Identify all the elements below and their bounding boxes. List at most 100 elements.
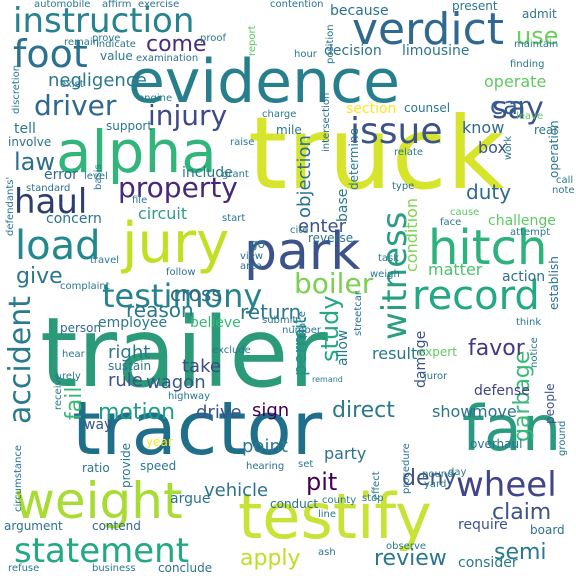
word-testimony: testimony: [102, 277, 263, 315]
word-fail: fail: [62, 386, 87, 420]
word-know: know: [462, 118, 505, 137]
word-give: give: [16, 264, 63, 289]
word-rely: rely: [62, 371, 81, 382]
word-go: go: [250, 237, 265, 251]
word-condition: condition: [402, 198, 421, 272]
word-contention: contention: [270, 0, 324, 10]
word-law: law: [14, 148, 56, 176]
word-intersection: intersection: [321, 92, 332, 152]
word-support: support: [106, 119, 153, 133]
word-park: park: [244, 222, 361, 282]
word-stop: stop: [362, 493, 384, 504]
word-box: box: [478, 138, 507, 157]
word-review: review: [374, 546, 447, 571]
word-observe: observe: [386, 541, 427, 552]
word-weight: weight: [14, 472, 183, 530]
word-weigh: weigh: [370, 269, 400, 280]
word-move: move: [472, 402, 517, 421]
word-grant: grant: [222, 169, 249, 180]
word-yard: yard: [424, 479, 447, 490]
word-reason: reason: [126, 298, 194, 322]
word-evidence: evidence: [128, 47, 401, 117]
word-highway: highway: [168, 391, 211, 402]
word-juror: juror: [424, 371, 448, 382]
word-people: people: [543, 383, 557, 424]
word-claim: claim: [492, 500, 552, 525]
word-base: base: [335, 188, 351, 222]
word-party: party: [324, 444, 367, 463]
word-issue: issue: [350, 111, 443, 152]
word-sign: sign: [252, 400, 290, 421]
word-counsel: counsel: [404, 101, 451, 115]
word-objection: objection: [294, 135, 315, 218]
word-hitch: hitch: [428, 220, 548, 276]
word-establish: establish: [547, 256, 561, 310]
word-speed: speed: [140, 459, 177, 473]
word-limousine: limousine: [402, 43, 470, 59]
word-motion: motion: [98, 400, 176, 425]
word-truck: truck: [248, 95, 505, 212]
word-include: include: [182, 165, 233, 181]
word-type: type: [392, 181, 415, 192]
word-accident: accident: [3, 296, 38, 424]
word-circumstance: circumstance: [13, 445, 24, 512]
word-pit: pit: [306, 468, 338, 496]
word-raise: raise: [230, 137, 255, 148]
word-provide: provide: [119, 442, 133, 488]
word-position: position: [325, 24, 336, 64]
word-use: use: [516, 22, 559, 50]
word-submit: submit: [262, 315, 297, 326]
word-standard: standard: [26, 183, 71, 194]
word-ground: ground: [557, 420, 568, 456]
word-rear: rear: [534, 123, 559, 137]
word-negligence: negligence: [48, 70, 147, 91]
word-procedure: procedure: [401, 443, 412, 494]
word-duty: duty: [466, 180, 512, 204]
word-set: set: [298, 459, 314, 470]
word-say: say: [492, 91, 544, 126]
word-work: work: [503, 135, 514, 160]
word-exclude: exclude: [212, 345, 251, 356]
word-engine: engine: [138, 93, 173, 104]
word-apply: apply: [240, 546, 301, 571]
word-sustain: sustain: [108, 359, 152, 373]
word-cite: cite: [290, 225, 309, 236]
word-cross: cross: [170, 282, 222, 306]
word-task: task: [378, 253, 400, 264]
word-maintain: maintain: [514, 39, 559, 50]
word-boiler: boiler: [294, 267, 374, 300]
word-error: error: [44, 167, 78, 183]
word-business: business: [92, 563, 136, 574]
word-come: come: [146, 32, 207, 57]
word-travel: travel: [90, 255, 120, 266]
word-property: property: [118, 171, 238, 204]
word-take: take: [182, 356, 221, 377]
word-favor: favor: [468, 336, 525, 361]
word-board: board: [530, 523, 565, 537]
word-record: record: [412, 273, 540, 319]
word-area: area: [240, 261, 263, 272]
word-require: require: [458, 517, 508, 533]
word-direct: direct: [332, 398, 395, 423]
word-county: county: [322, 495, 357, 506]
word-expert: expert: [418, 345, 457, 359]
word-face: face: [440, 217, 462, 228]
word-challenge: challenge: [488, 213, 556, 229]
word-report: report: [247, 25, 258, 56]
word-involve: involve: [8, 135, 52, 149]
word-believe: believe: [190, 315, 241, 331]
word-leave: leave: [516, 111, 544, 122]
word-cause: cause: [450, 207, 480, 218]
word-defense: defense: [474, 383, 530, 399]
word-right: right: [108, 342, 151, 363]
word-effect: effect: [371, 471, 382, 500]
word-employee: employee: [98, 315, 168, 331]
word-prove: prove: [92, 33, 121, 44]
word-conduct: conduct: [270, 497, 319, 511]
word-call: call: [556, 175, 574, 186]
word-deny: deny: [402, 466, 457, 491]
word-affirm: affirm: [102, 0, 132, 10]
word-determine: determine: [347, 128, 361, 190]
word-fan: fan: [462, 392, 562, 465]
word-overhaul: overhaul: [470, 437, 523, 451]
